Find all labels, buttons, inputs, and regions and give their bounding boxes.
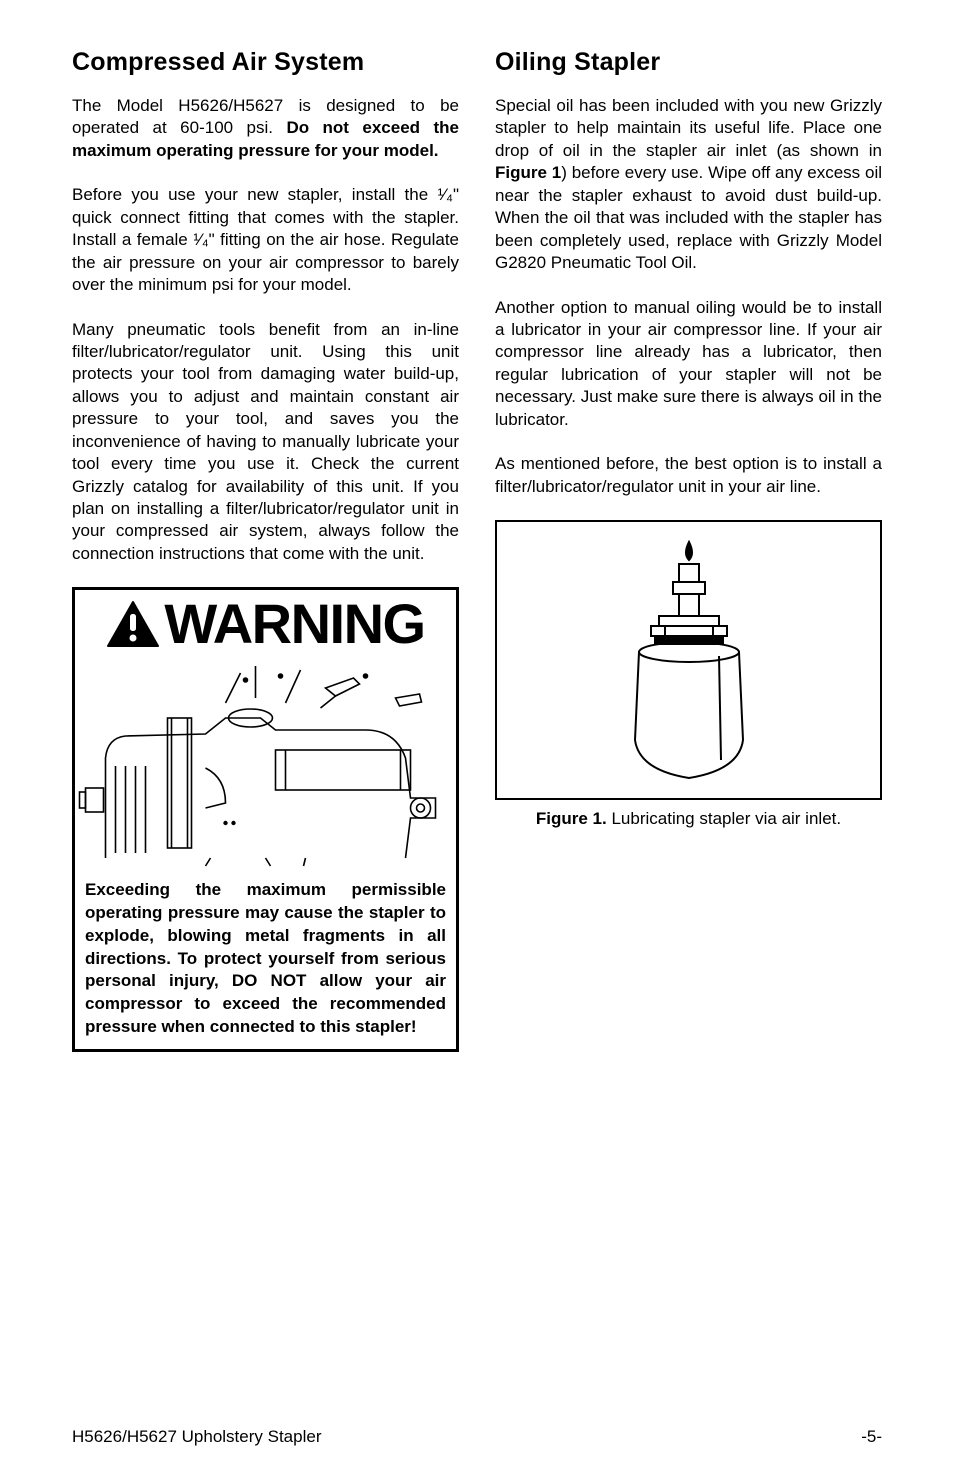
caption-text: Lubricating stapler via air inlet. <box>607 809 841 828</box>
fraction: ¹⁄₄ <box>193 230 208 249</box>
bold-text: Figure 1 <box>495 163 561 182</box>
caption-label: Figure 1. <box>536 809 607 828</box>
right-column: Oiling Stapler Special oil has been incl… <box>495 48 882 1052</box>
footer-left: H5626/H5627 Upholstery Stapler <box>72 1427 321 1447</box>
left-para-3: Many pneumatic tools benefit from an in-… <box>72 319 459 566</box>
right-para-1: Special oil has been included with you n… <box>495 95 882 275</box>
warning-header: WARNING <box>75 590 456 654</box>
fraction: ¹⁄₄ <box>438 185 453 204</box>
left-heading: Compressed Air System <box>72 48 459 77</box>
figure-1-caption: Figure 1. Lubricating stapler via air in… <box>495 808 882 830</box>
left-para-1: The Model H5626/H5627 is designed to be … <box>72 95 459 162</box>
figure-1-box <box>495 520 882 800</box>
left-para-2: Before you use your new stapler, install… <box>72 184 459 296</box>
warning-body-text: Exceeding the maximum permissible operat… <box>75 875 456 1048</box>
right-para-2: Another option to manual oiling would be… <box>495 297 882 432</box>
two-column-layout: Compressed Air System The Model H5626/H5… <box>72 48 882 1052</box>
right-heading: Oiling Stapler <box>495 48 882 77</box>
left-column: Compressed Air System The Model H5626/H5… <box>72 48 459 1052</box>
warning-box: WARNING <box>72 587 459 1051</box>
text: Before you use your new stapler, install… <box>72 185 438 204</box>
oil-inlet-illustration <box>599 530 779 790</box>
footer-page-number: -5- <box>861 1427 882 1447</box>
text: Special oil has been included with you n… <box>495 96 882 160</box>
right-para-3: As mentioned before, the best option is … <box>495 453 882 498</box>
warning-illustration <box>75 654 456 875</box>
warning-label: WARNING <box>164 596 424 652</box>
page-footer: H5626/H5627 Upholstery Stapler -5- <box>72 1427 882 1447</box>
warning-triangle-icon <box>106 600 160 648</box>
